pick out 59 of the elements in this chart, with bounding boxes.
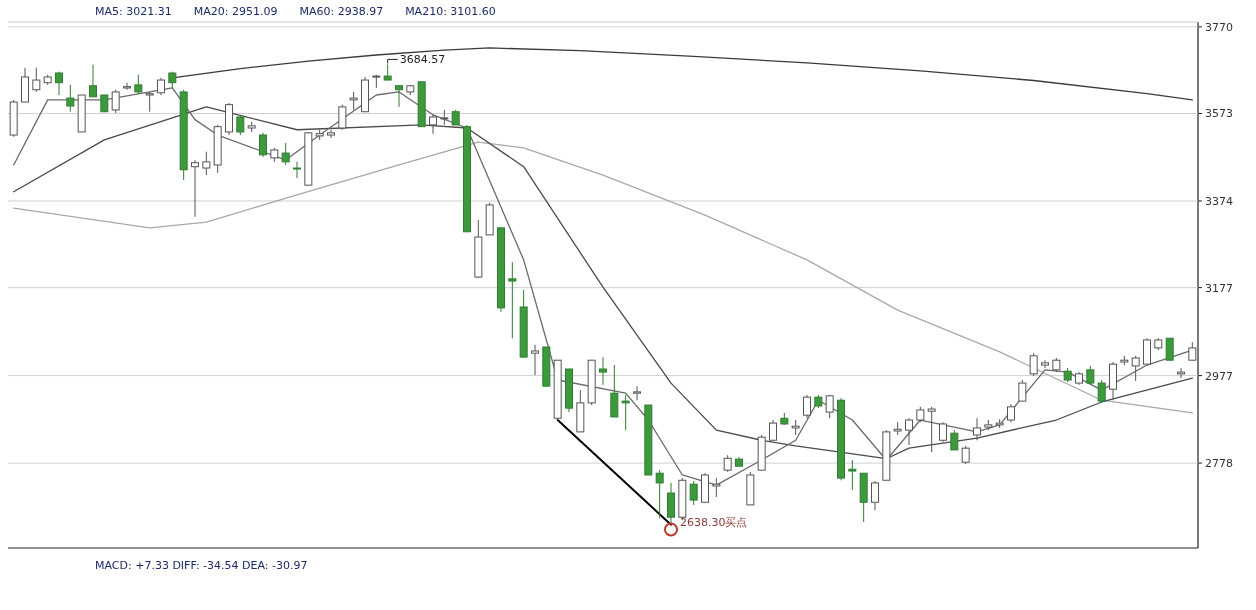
candlestick bbox=[610, 364, 619, 418]
candlestick bbox=[349, 91, 358, 111]
candlestick bbox=[531, 344, 539, 376]
candlestick bbox=[905, 417, 913, 446]
candlestick bbox=[950, 429, 959, 451]
candlestick bbox=[1177, 367, 1185, 379]
y-tick-label: 3177 bbox=[1205, 281, 1233, 295]
candlestick bbox=[871, 480, 879, 511]
candlestick bbox=[973, 417, 981, 441]
candlestick bbox=[281, 142, 290, 166]
candlestick bbox=[32, 67, 41, 93]
y-tick-label: 2977 bbox=[1205, 369, 1233, 383]
candlestick bbox=[66, 84, 75, 113]
y-tick-label: 2778 bbox=[1205, 457, 1233, 471]
candlestick bbox=[429, 114, 437, 135]
candlestick bbox=[1007, 403, 1015, 423]
candlestick bbox=[1131, 355, 1140, 382]
text: MA60: 2938.97 bbox=[299, 5, 384, 18]
candlestick bbox=[939, 421, 947, 443]
candlestick bbox=[327, 129, 335, 139]
y-tick-label: 3770 bbox=[1205, 20, 1233, 34]
candlestick bbox=[769, 419, 777, 441]
candlestick bbox=[848, 459, 857, 491]
candlestick bbox=[259, 132, 267, 158]
candlestick bbox=[1018, 379, 1027, 402]
candlestick bbox=[1029, 352, 1038, 377]
candlestick bbox=[599, 356, 607, 386]
candlestick bbox=[293, 161, 301, 179]
candlestick bbox=[927, 406, 936, 453]
candlestick bbox=[655, 469, 664, 519]
candlestick bbox=[1086, 365, 1095, 386]
candlestick bbox=[236, 114, 245, 136]
candlestick bbox=[123, 82, 131, 91]
candlestick bbox=[712, 477, 721, 498]
candlestick bbox=[1097, 379, 1106, 404]
candlestick bbox=[1041, 359, 1049, 369]
candlestick bbox=[145, 91, 154, 113]
candlestick bbox=[89, 64, 97, 98]
candlestick bbox=[202, 151, 211, 176]
candlestick bbox=[633, 385, 641, 401]
candlestick bbox=[621, 394, 630, 431]
text: MA5: 3021.31 bbox=[95, 5, 172, 18]
annotation: 3684.57 bbox=[399, 53, 446, 67]
text: MA20: 2951.09 bbox=[193, 5, 278, 18]
candlestick bbox=[1188, 341, 1197, 361]
candlestick bbox=[134, 74, 143, 95]
candlestick bbox=[508, 261, 517, 339]
y-tick-label: 3374 bbox=[1205, 195, 1233, 208]
candlestick bbox=[689, 480, 698, 506]
candlestick bbox=[111, 89, 120, 114]
line-series bbox=[13, 141, 1193, 414]
candlestick bbox=[961, 445, 970, 465]
candlestick bbox=[1165, 337, 1174, 361]
y-tick-label: 3573 bbox=[1205, 107, 1233, 121]
text: MACD: +7.33 DIFF: -34.54 DEA: -30.97 bbox=[95, 559, 308, 572]
candlestick bbox=[191, 159, 199, 218]
text: MA210: 3101.60 bbox=[405, 5, 496, 18]
annotation: 2638.30买点 bbox=[680, 515, 748, 529]
candlestick bbox=[803, 394, 811, 419]
